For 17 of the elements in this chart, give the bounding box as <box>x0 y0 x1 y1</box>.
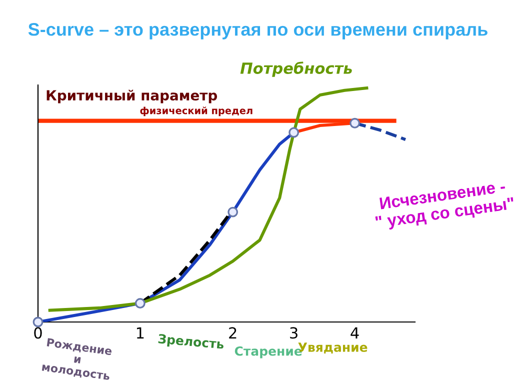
point <box>228 206 238 218</box>
point <box>134 298 146 309</box>
x-tick-label: 4 <box>350 327 359 338</box>
point <box>350 118 360 128</box>
x-tick-label: 0 <box>34 327 42 339</box>
x-tick-label: 2 <box>229 327 236 338</box>
y-axis-title: Критичный параметр <box>46 90 218 104</box>
x-tick-label: 3 <box>290 327 298 339</box>
series-label: Потребность <box>240 62 352 77</box>
text: Зрелость <box>158 334 224 352</box>
point <box>32 316 44 328</box>
point <box>288 127 300 138</box>
annotation: Исчезновение - " уход со сцены" <box>375 180 515 232</box>
chart-title: S-curve – это развернутая по оси времени спираль <box>28 23 488 40</box>
x-tick-label: 1 <box>136 327 144 338</box>
text: Рождение и молодость <box>42 338 112 382</box>
ref-line-label: физический предел <box>140 106 252 116</box>
